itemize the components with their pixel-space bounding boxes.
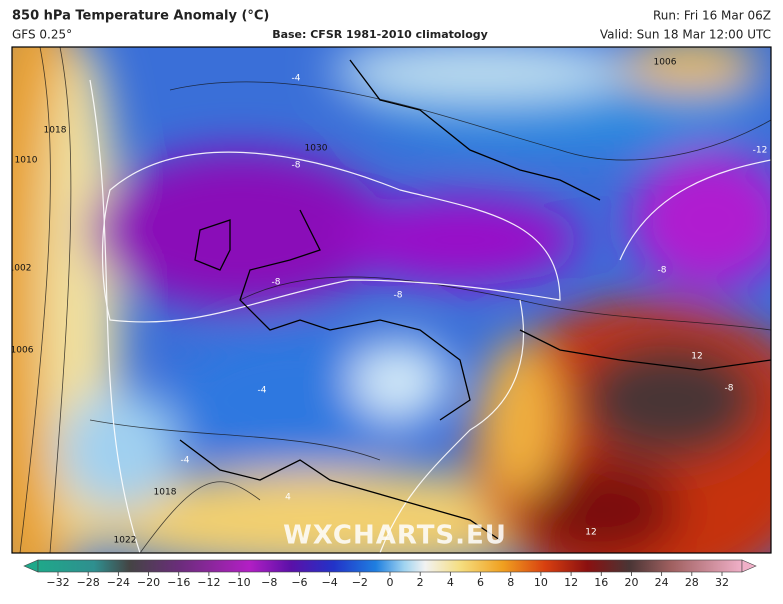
contour-label: 1018 bbox=[154, 488, 177, 498]
contour-label: 1006 bbox=[654, 58, 677, 68]
colorbar-tick-label: −2 bbox=[352, 576, 368, 589]
contour-label: 4 bbox=[285, 493, 291, 503]
contour-label: -4 bbox=[181, 456, 190, 466]
colorbar-tick-label: −4 bbox=[322, 576, 338, 589]
colorbar-tick-label: 20 bbox=[624, 576, 638, 589]
contour-label: 12 bbox=[691, 352, 702, 362]
title: 850 hPa Temperature Anomaly (°C) bbox=[12, 9, 269, 24]
colorbar-tick-label: 8 bbox=[507, 576, 514, 589]
colorbar-tick-label: 32 bbox=[715, 576, 729, 589]
contour-label: 1018 bbox=[44, 126, 67, 136]
colorbar-tick-label: 28 bbox=[685, 576, 699, 589]
colorbar-tick-label: 0 bbox=[387, 576, 394, 589]
valid-time: Valid: Sun 18 Mar 12:00 UTC bbox=[600, 28, 771, 42]
colorbar-tick-label: −28 bbox=[77, 576, 100, 589]
colorbar-tick-label: −12 bbox=[197, 576, 220, 589]
colorbar-tick-label: −32 bbox=[46, 576, 69, 589]
colorbar-tick-label: 2 bbox=[417, 576, 424, 589]
contour-label: 1022 bbox=[114, 536, 137, 546]
colorbar-tick-label: 12 bbox=[564, 576, 578, 589]
model-name: GFS 0.25° bbox=[12, 28, 72, 42]
contour-label: 1006 bbox=[11, 346, 34, 356]
contour-label: 1002 bbox=[9, 264, 32, 274]
contour-label: 12 bbox=[585, 528, 596, 538]
contour-label: -12 bbox=[753, 146, 768, 156]
colorbar-tick-label: 10 bbox=[534, 576, 548, 589]
colorbar-tick-label: −20 bbox=[137, 576, 160, 589]
colorbar-tick-label: 4 bbox=[447, 576, 454, 589]
contour-label: -8 bbox=[292, 161, 301, 171]
contour-label: 1010 bbox=[15, 156, 38, 166]
base-climatology: Base: CFSR 1981-2010 climatology bbox=[272, 28, 488, 41]
colorbar-tick-label: 16 bbox=[594, 576, 608, 589]
colorbar-tick-label: −8 bbox=[261, 576, 277, 589]
colorbar: −32 −28 −24 −20 −16 −12 −10 −8 −6 −4 −2 0 2 4 6 8 10 12 16… bbox=[23, 559, 757, 589]
colorbar-tick-label: −10 bbox=[227, 576, 250, 589]
colorbar-tick-label: 24 bbox=[655, 576, 669, 589]
map-frame bbox=[11, 46, 772, 554]
colorbar-tick-label: −16 bbox=[167, 576, 190, 589]
watermark: WXCHARTS.EU bbox=[283, 521, 507, 551]
colorbar-tick-label: 6 bbox=[477, 576, 484, 589]
contour-label: -4 bbox=[292, 74, 301, 84]
colorbar-tick-label: −24 bbox=[107, 576, 130, 589]
contour-label: -8 bbox=[658, 266, 667, 276]
contour-label: -8 bbox=[394, 291, 403, 301]
contour-label: 1030 bbox=[305, 144, 328, 154]
contour-label: -8 bbox=[272, 278, 281, 288]
colorbar-tick-label: −6 bbox=[291, 576, 307, 589]
run-time: Run: Fri 16 Mar 06Z bbox=[653, 9, 771, 23]
contour-label: -8 bbox=[725, 384, 734, 394]
contour-label: -4 bbox=[258, 386, 267, 396]
